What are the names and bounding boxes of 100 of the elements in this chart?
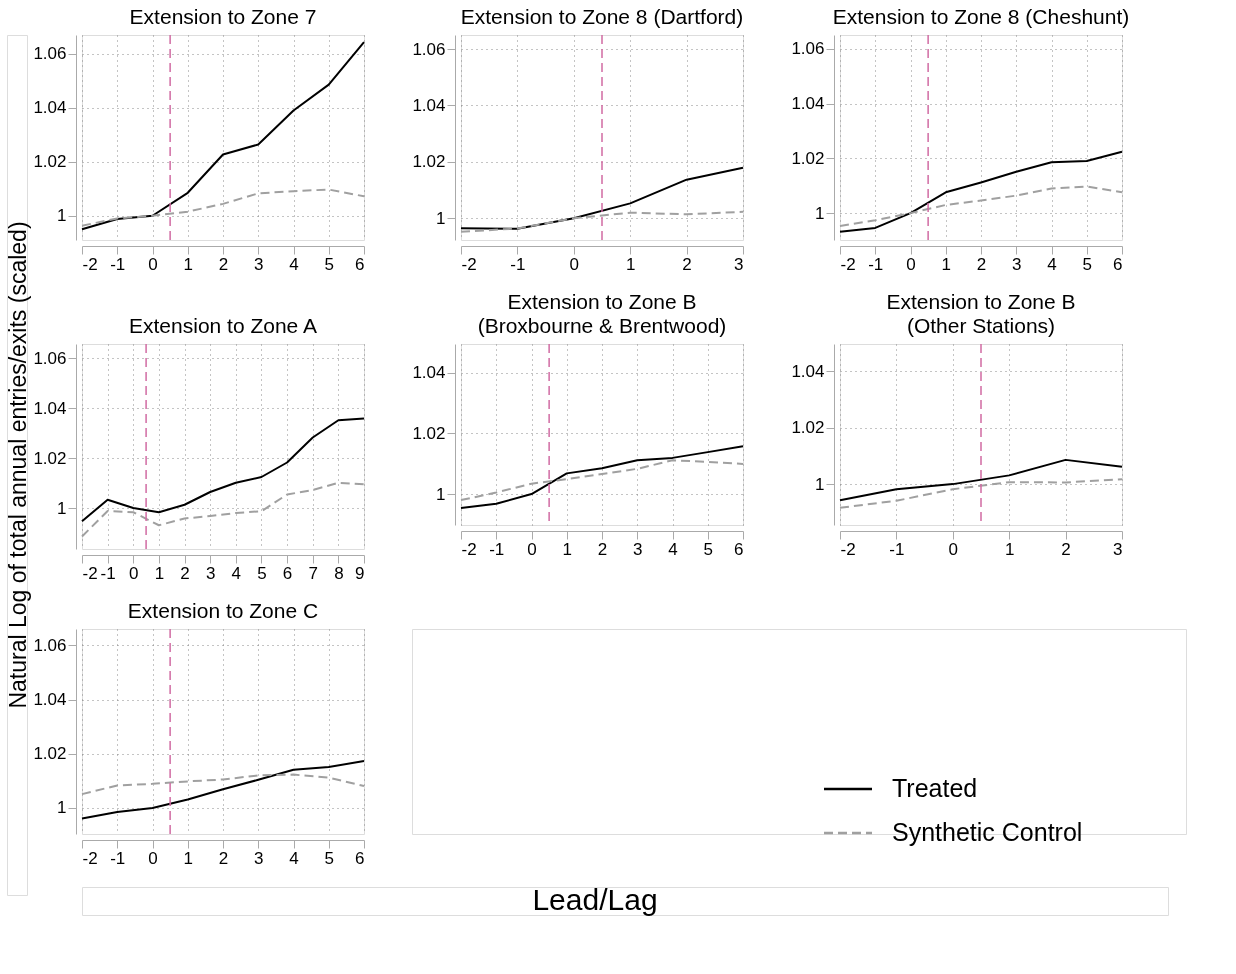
y-tick-label: 1.02 [33,744,67,764]
x-tick-label: 8 [334,563,344,583]
y-tick-label: 1.06 [33,635,67,655]
y-tick-label: 1.02 [33,152,67,172]
x-tick-label: 1 [625,254,636,274]
x-tick-label: -2 [82,563,98,583]
x-tick-label: 5 [324,848,334,868]
y-tick-label: 1.04 [33,98,67,118]
y-axis-title: Natural Log of total annual entries/exits (scaled) [5,221,31,709]
y-tick-label: 1.02 [791,418,825,438]
x-tick-label: 4 [289,254,299,274]
x-tick-label: -2 [461,254,477,274]
x-tick-label: -2 [840,254,856,274]
line-series [81,41,365,231]
x-tick-label: 2 [218,254,229,274]
chart-title: Extension to Zone A [129,314,317,338]
y-tick-label: 1.02 [791,148,825,168]
x-tick-label: 1 [562,539,572,559]
line-series [839,458,1123,502]
x-tick-label: 3 [633,539,643,559]
x-tick-label: 3 [734,254,744,274]
x-tick-label: -2 [82,848,98,868]
chart-title: Extension to Zone B (Other Stations) [886,290,1076,338]
y-tick-label: 1.06 [791,39,825,59]
y-tick-label: 1 [815,203,825,223]
line-series [460,445,744,509]
x-axis-title: Lead/Lag [532,883,658,916]
y-tick-label: 1.06 [412,39,446,59]
y-tick-label: 1.04 [791,361,825,381]
chart-title: Extension to Zone 8 (Dartford) [460,5,744,29]
x-tick-label: -2 [82,254,98,274]
x-tick-label: 4 [289,848,299,868]
x-tick-label: -2 [840,539,856,559]
chart-title: Extension to Zone C [127,599,319,623]
x-tick-label: -2 [461,539,477,559]
x-tick-label: -1 [110,848,126,868]
x-tick-label: 0 [148,254,158,274]
x-tick-label: 1 [1004,539,1015,559]
x-tick-label: 2 [180,563,190,583]
y-tick-label: 1.02 [412,152,446,172]
x-tick-label: -1 [489,539,505,559]
y-tick-label: 1.06 [33,44,67,64]
x-tick-label: 0 [906,254,916,274]
x-tick-label: 3 [254,254,264,274]
x-tick-label: -1 [889,539,905,559]
x-tick-label: 6 [355,848,365,868]
line-series [81,773,365,796]
y-tick-label: 1.02 [412,423,446,443]
y-tick-label: 1 [57,798,67,818]
y-tick-label: 1.04 [33,690,67,709]
line-series [460,210,744,233]
line-series [460,166,744,230]
x-tick-label: 1 [941,254,951,274]
chart-title: Extension to Zone 8 (Cheshunt) [832,5,1130,29]
x-tick-label: -1 [868,254,884,274]
line-series [81,481,365,538]
x-tick-label: 1 [154,563,165,583]
x-tick-label: 3 [1012,254,1022,274]
x-tick-label: 3 [1113,539,1123,559]
x-tick-label: 0 [129,563,139,583]
y-tick-label: 1.04 [791,94,825,114]
line-series [839,478,1123,509]
line-series [460,459,744,502]
y-tick-label: 1.06 [33,348,67,368]
y-tick-label: 1 [57,206,67,226]
x-tick-label: 4 [1047,254,1057,274]
x-tick-label: 6 [734,539,744,559]
legend-label: Treated [892,773,978,802]
x-tick-label: 6 [282,563,293,583]
y-tick-label: 1 [57,498,67,518]
x-tick-label: 6 [355,254,365,274]
y-tick-label: 1 [436,208,446,228]
y-tick-label: 1 [815,474,825,494]
x-tick-label: 2 [597,539,608,559]
x-tick-label: 0 [948,539,959,559]
x-tick-label: 2 [218,848,229,868]
x-tick-label: -1 [110,254,126,274]
x-tick-label: 1 [183,254,193,274]
x-tick-label: 5 [1082,254,1092,274]
legend-label: Synthetic Control [892,817,1083,846]
x-tick-label: 2 [682,254,692,274]
y-tick-label: 1.02 [33,448,67,468]
x-tick-label: 5 [257,563,267,583]
x-tick-label: 6 [1113,254,1123,274]
x-tick-label: 4 [668,539,678,559]
line-series [81,188,365,227]
y-tick-label: 1.04 [412,96,446,115]
y-tick-label: 1 [436,484,446,504]
x-tick-label: 5 [324,254,334,274]
line-series [81,760,365,820]
x-tick-label: 9 [355,563,365,583]
line-series [81,417,365,523]
x-tick-label: 0 [527,539,537,559]
x-tick-label: 3 [254,848,264,868]
x-tick-label: 3 [205,563,216,583]
x-tick-label: 4 [231,563,242,583]
line-series [839,185,1123,228]
y-tick-label: 1.04 [33,398,67,418]
line-series [839,150,1123,233]
x-tick-label: 2 [1061,539,1071,559]
